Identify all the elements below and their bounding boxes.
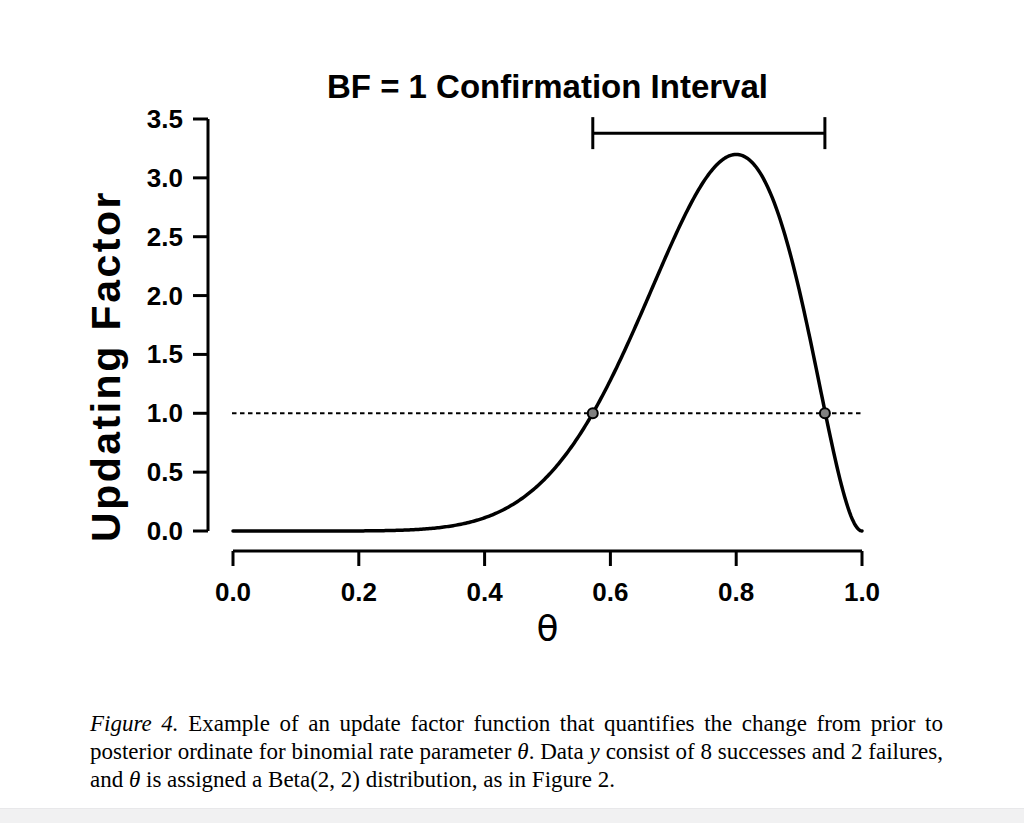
y-axis-tick-label: 1.0 — [147, 398, 183, 428]
caption-text-segment: posterior ordinate for binomial rate par… — [90, 739, 517, 764]
caption-italic-segment: y — [590, 739, 600, 764]
caption-text-segment: consist of 8 successes and 2 failures, — [600, 739, 943, 764]
y-axis-tick-label: 3.0 — [147, 163, 183, 193]
caption-text-segment: is assigned a Beta(2, 2) distribution, a… — [140, 767, 615, 792]
y-axis-tick-label: 2.5 — [147, 222, 183, 252]
x-axis-label: θ — [233, 608, 862, 649]
updating-factor-curve — [233, 154, 862, 531]
caption-text-segment: . Data — [529, 739, 590, 764]
page: BF = 1 Confirmation Interval Updating Fa… — [0, 0, 1024, 823]
caption-line-2: posterior ordinate for binomial rate par… — [90, 738, 943, 766]
x-axis-tick-label: 0.4 — [467, 577, 504, 607]
caption-text-segment: Example of an update factor function tha… — [179, 711, 943, 736]
crossing-point-marker — [820, 408, 830, 418]
x-axis-tick-label: 1.0 — [844, 577, 880, 607]
figure-caption: Figure 4. Example of an update factor fu… — [90, 710, 943, 794]
x-axis-tick-label: 0.6 — [592, 577, 628, 607]
chart-canvas: 0.0 0.5 1.0 1.5 2.0 2.5 3.0 3.5 0.0 0.2 0.4 0.6 0.8 1… — [0, 0, 1024, 700]
caption-italic-segment: θ — [129, 767, 140, 792]
y-axis-tick-label: 3.5 — [147, 104, 183, 134]
caption-line-3: and θ is assigned a Beta(2, 2) distribut… — [90, 766, 943, 794]
y-axis-tick-label: 0.5 — [147, 457, 183, 487]
x-axis-tick-label: 0.2 — [341, 577, 377, 607]
x-axis-tick-label: 0.8 — [718, 577, 754, 607]
y-axis-tick-label: 2.0 — [147, 281, 183, 311]
y-axis-tick-label: 1.5 — [147, 339, 183, 369]
y-axis-tick-label: 0.0 — [147, 516, 183, 546]
crossing-point-marker — [588, 408, 598, 418]
x-axis-tick-label: 0.0 — [215, 577, 251, 607]
bottom-bar — [0, 808, 1024, 823]
caption-text-segment: and — [90, 767, 129, 792]
caption-line-1: Figure 4. Example of an update factor fu… — [90, 710, 943, 738]
caption-italic-segment: θ — [517, 739, 528, 764]
caption-italic-segment: Figure 4. — [90, 711, 179, 736]
